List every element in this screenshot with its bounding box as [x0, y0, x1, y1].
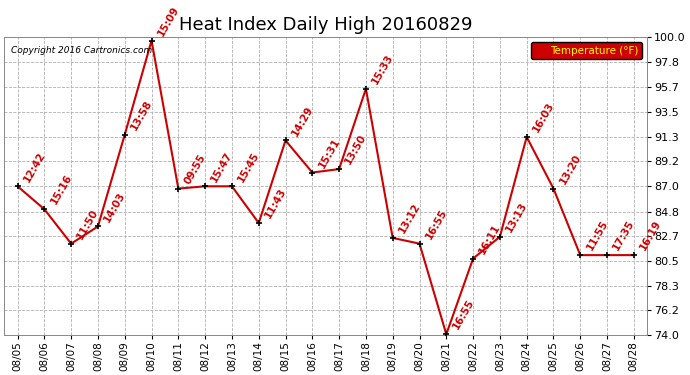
Text: 13:13: 13:13: [504, 200, 529, 234]
Text: 13:20: 13:20: [558, 152, 583, 186]
Text: 16:19: 16:19: [638, 219, 663, 252]
Text: 15:47: 15:47: [209, 150, 235, 183]
Text: 15:33: 15:33: [370, 53, 395, 86]
Text: 15:31: 15:31: [317, 136, 342, 170]
Title: Heat Index Daily High 20160829: Heat Index Daily High 20160829: [179, 16, 473, 34]
Text: 11:50: 11:50: [75, 207, 101, 241]
Text: 12:42: 12:42: [21, 150, 47, 183]
Text: 15:16: 15:16: [48, 173, 74, 207]
Text: 16:03: 16:03: [531, 100, 556, 134]
Legend: Temperature (°F): Temperature (°F): [531, 42, 642, 58]
Text: 13:58: 13:58: [129, 98, 154, 132]
Text: 15:45: 15:45: [236, 150, 262, 183]
Text: 13:12: 13:12: [397, 201, 422, 235]
Text: Copyright 2016 Cartronics.com: Copyright 2016 Cartronics.com: [10, 46, 152, 55]
Text: 16:55: 16:55: [424, 207, 449, 241]
Text: 17:35: 17:35: [611, 219, 636, 252]
Text: 09:55: 09:55: [183, 152, 208, 186]
Text: 14:03: 14:03: [102, 190, 128, 224]
Text: 16:55: 16:55: [451, 298, 475, 332]
Text: 14:29: 14:29: [290, 104, 315, 138]
Text: 15:09: 15:09: [156, 4, 181, 38]
Text: 13:50: 13:50: [344, 133, 368, 166]
Text: 11:55: 11:55: [584, 219, 610, 252]
Text: 11:43: 11:43: [263, 186, 288, 220]
Text: 16:11: 16:11: [477, 222, 502, 256]
